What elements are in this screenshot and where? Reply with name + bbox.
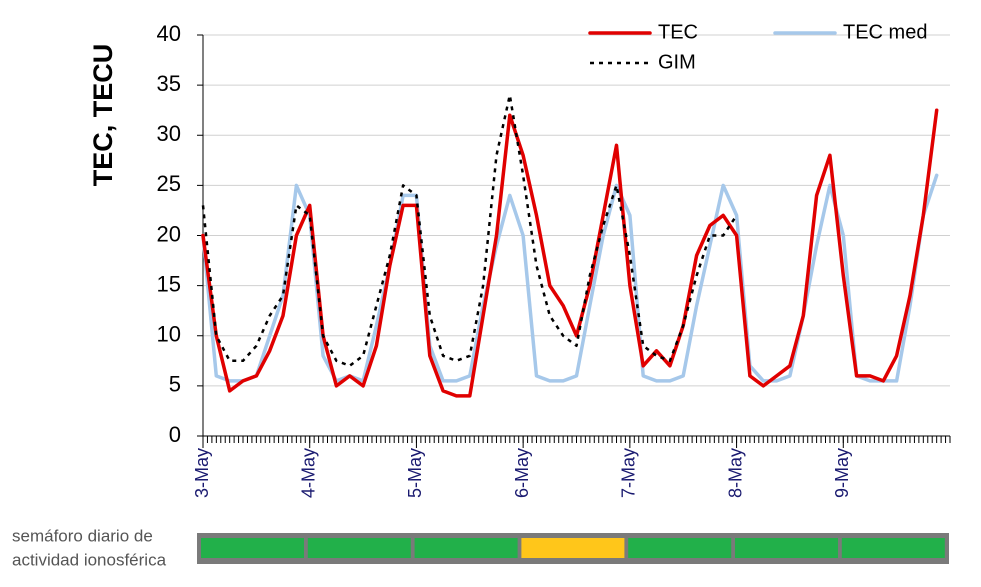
- legend-label: GIM: [658, 51, 696, 73]
- x-tick-label: 4-May: [298, 448, 318, 498]
- y-tick-label: 0: [169, 422, 181, 447]
- x-tick-label: 8-May: [725, 448, 745, 498]
- semaforo-label: semáforo diario de: [12, 526, 153, 545]
- x-tick-label: 7-May: [619, 448, 639, 498]
- semaforo-day: [628, 538, 732, 558]
- semaforo-day: [307, 538, 411, 558]
- semaforo-day: [841, 538, 945, 558]
- semaforo-day: [201, 538, 304, 558]
- x-tick-label: 9-May: [832, 448, 852, 498]
- semaforo-day: [735, 538, 838, 558]
- y-tick-label: 20: [157, 221, 181, 246]
- y-tick-label: 40: [157, 21, 181, 46]
- semaforo-day: [521, 538, 625, 558]
- semaforo-day: [414, 538, 518, 558]
- x-tick-label: 5-May: [405, 448, 425, 498]
- semaforo-label: actividad ionosférica: [12, 550, 167, 569]
- x-tick-label: 3-May: [192, 448, 212, 498]
- series-line: [201, 173, 939, 383]
- y-tick-label: 30: [157, 121, 181, 146]
- y-tick-label: 10: [157, 322, 181, 347]
- y-tick-label: 35: [157, 71, 181, 96]
- y-axis-label: TEC, TECU: [88, 44, 118, 187]
- y-tick-label: 5: [169, 372, 181, 397]
- y-tick-label: 15: [157, 271, 181, 296]
- legend-label: TEC med: [843, 21, 927, 43]
- y-tick-label: 25: [157, 171, 181, 196]
- x-tick-label: 6-May: [512, 448, 532, 498]
- series-line: [201, 108, 939, 398]
- series-line: [201, 93, 738, 368]
- legend-label: TEC: [658, 21, 698, 43]
